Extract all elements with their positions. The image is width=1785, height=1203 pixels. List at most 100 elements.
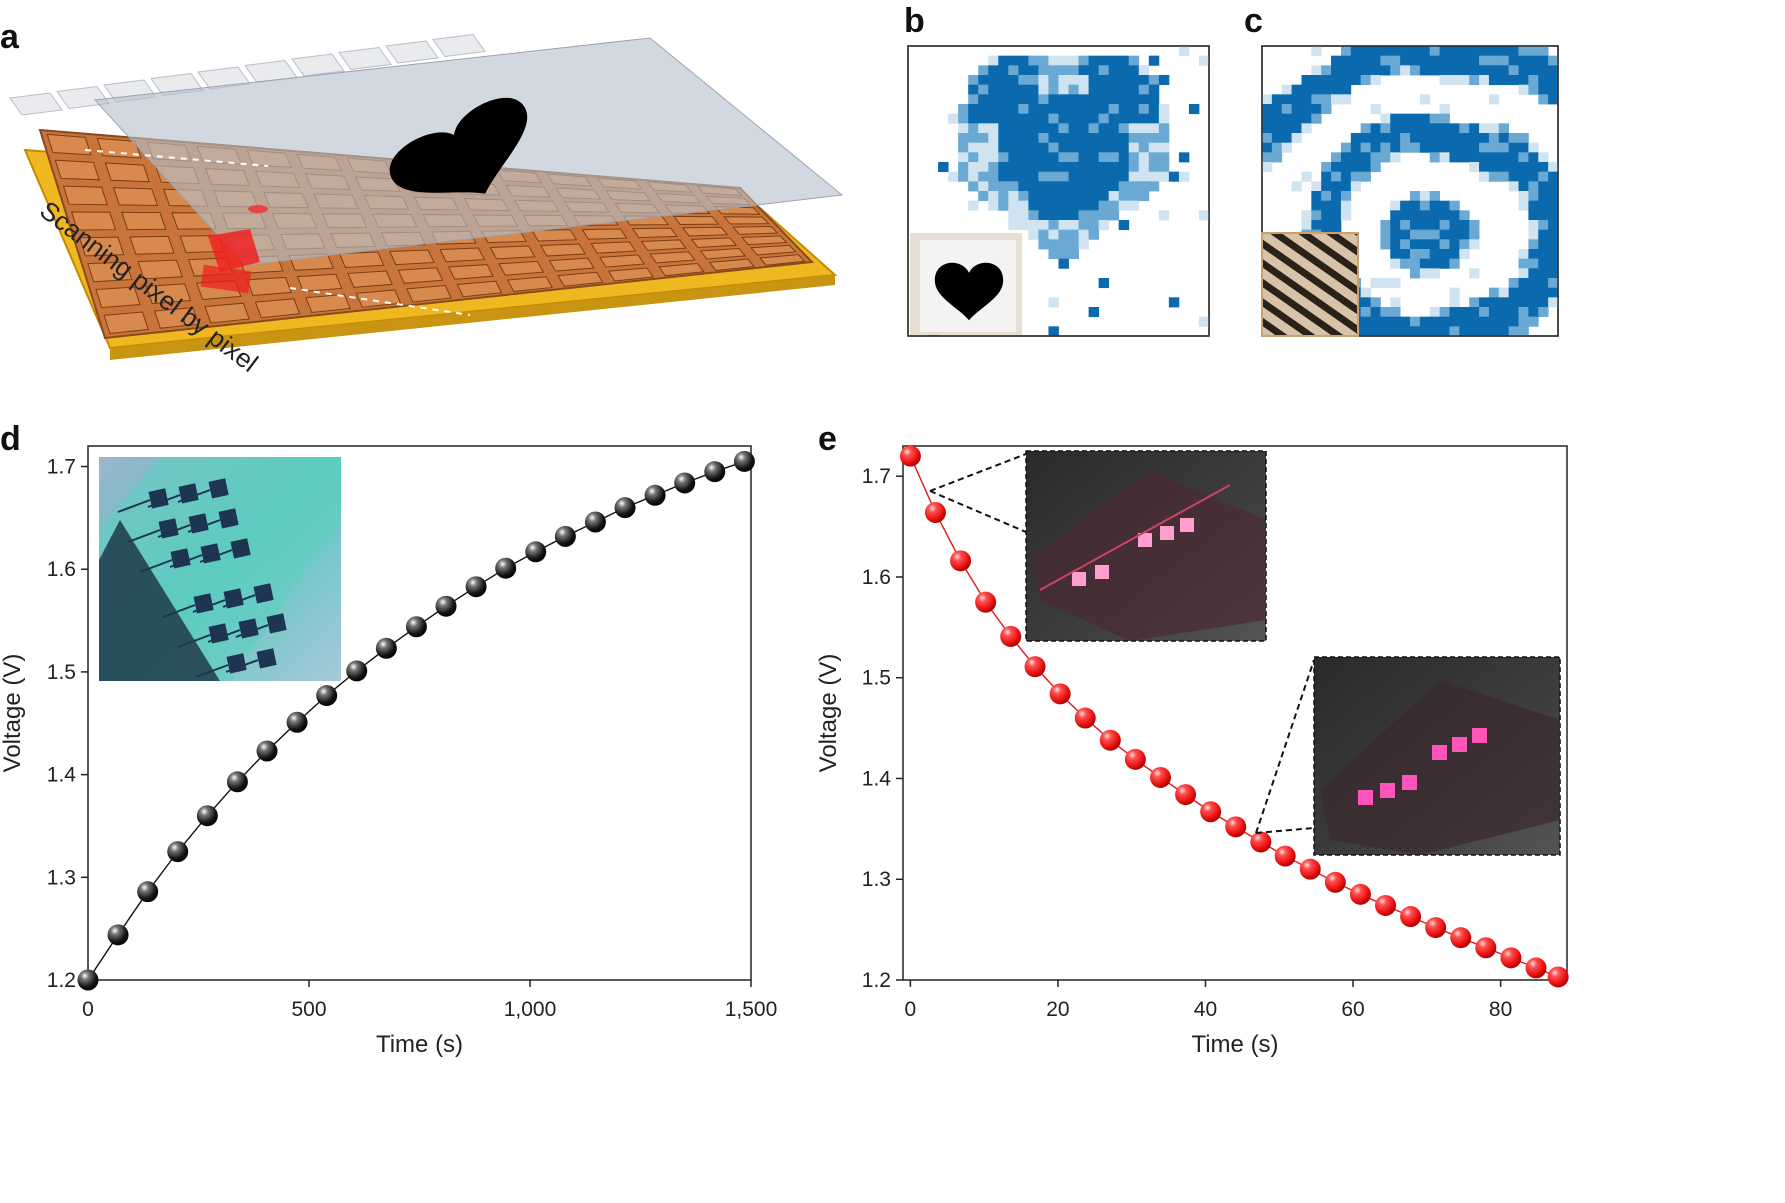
heart-map-pixel: [1068, 133, 1079, 144]
fingerprint-map-pixel: [1429, 200, 1440, 211]
fingerprint-map-pixel: [1488, 133, 1500, 144]
fingerprint-map-pixel: [1548, 181, 1559, 192]
fingerprint-map-pixel: [1469, 268, 1480, 279]
fingerprint-map-pixel: [1340, 94, 1352, 105]
data-point: [1000, 625, 1022, 647]
fingerprint-map-pixel: [1380, 326, 1391, 337]
heart-map-pixel: [1058, 113, 1069, 124]
fingerprint-map-pixel: [1429, 326, 1440, 337]
fingerprint-map-pixel: [1271, 113, 1283, 124]
data-point: [1149, 766, 1171, 788]
fingerprint-map-pixel: [1538, 55, 1549, 66]
fingerprint-map-pixel: [1439, 239, 1450, 250]
heart-map-pixel: [1078, 181, 1089, 192]
heart-map-pixel: [968, 200, 979, 211]
fingerprint-map-pixel: [1262, 104, 1273, 115]
fingerprint-map-pixel: [1439, 46, 1450, 57]
heart-map-pixel: [1078, 94, 1089, 105]
callout-line: [929, 490, 1027, 533]
heart-map-pixel: [968, 152, 979, 163]
data-point: [346, 660, 368, 682]
heart-map-pixel: [1048, 133, 1059, 144]
fingerprint-map-pixel: [1498, 152, 1510, 163]
copper-pixel: [254, 298, 301, 319]
fingerprint-map-pixel: [1469, 46, 1480, 57]
heart-map-pixel: [1138, 152, 1150, 163]
data-point: [226, 771, 248, 793]
fingerprint-map-pixel: [1429, 316, 1440, 327]
heart-map-pixel: [1038, 181, 1049, 192]
fingerprint-map-pixel: [1538, 210, 1549, 221]
heart-map-pixel: [1088, 191, 1100, 202]
led-pad: [1180, 518, 1194, 532]
copper-pixel: [723, 216, 770, 225]
copper-pixel: [506, 276, 553, 293]
fingerprint-map-pixel: [1518, 297, 1529, 308]
copper-pixel: [741, 235, 788, 246]
fingerprint-map-pixel: [1528, 268, 1539, 279]
fingerprint-map-pixel: [1479, 171, 1490, 182]
heart-map-pixel: [998, 191, 1009, 202]
fingerprint-map-pixel: [1508, 326, 1519, 337]
heart-map-pixel: [958, 142, 969, 153]
fingerprint-icon: [1261, 232, 1359, 337]
heart-map-pixel: [1128, 84, 1140, 95]
fingerprint-map-pixel: [1390, 278, 1401, 289]
heart-map-pixel: [1058, 55, 1069, 66]
heart-map-pixel: [998, 75, 1009, 86]
heart-map-pixel: [1018, 123, 1029, 134]
fingerprint-map-pixel: [1360, 162, 1371, 173]
heart-map-pixel: [1018, 200, 1029, 211]
x-tick-label: 1,500: [725, 998, 778, 1021]
copper-pixel: [204, 302, 250, 324]
heart-map-pixel: [988, 75, 999, 86]
fingerprint-map-pixel: [1370, 142, 1381, 153]
heart-map-pixel: [1068, 84, 1079, 95]
fingerprint-map-pixel: [1390, 220, 1401, 231]
heart-map-pixel: [1018, 84, 1029, 95]
heart-map-pixel: [978, 142, 989, 153]
fingerprint-map-pixel: [1400, 258, 1411, 269]
heart-map-pixel: [1038, 65, 1049, 76]
heart-map-pixel: [1148, 181, 1160, 192]
heart-map-pixel: [1088, 181, 1100, 192]
heart-map-pixel: [1038, 142, 1049, 153]
heart-map-pixel: [1028, 200, 1039, 211]
heart-map-pixel: [1038, 152, 1049, 163]
fingerprint-map-pixel: [1321, 200, 1332, 211]
y-tick-label: 1.3: [862, 868, 891, 891]
fingerprint-map-pixel: [1459, 326, 1470, 337]
heart-map-pixel: [1138, 191, 1150, 202]
fingerprint-map-pixel: [1419, 113, 1431, 124]
fingerprint-map-pixel: [1311, 200, 1322, 211]
fingerprint-map-pixel: [1390, 297, 1401, 308]
fingerprint-map-pixel: [1548, 239, 1559, 250]
fingerprint-map-pixel: [1380, 133, 1391, 144]
copper-pixel: [46, 133, 92, 156]
y-axis-label: Voltage (V): [815, 654, 842, 773]
heart-map-pixel: [1038, 113, 1049, 124]
fingerprint-map-pixel: [1390, 55, 1401, 66]
device-pad: [193, 593, 214, 614]
heart-map-pixel: [1058, 123, 1069, 134]
fingerprint-map-pixel: [1390, 200, 1401, 211]
x-tick-label: 20: [1046, 998, 1069, 1021]
fingerprint-map-pixel: [1548, 75, 1559, 86]
fingerprint-map-pixel: [1469, 75, 1480, 86]
heart-map-pixel: [1008, 94, 1019, 105]
copper-pixel: [749, 244, 797, 256]
fingerprint-map-pixel: [1291, 84, 1302, 95]
fingerprint-map-pixel: [1538, 75, 1549, 86]
fingerprint-map-pixel: [1410, 249, 1421, 260]
fingerprint-map-pixel: [1301, 75, 1312, 86]
device-pad: [188, 513, 209, 534]
fingerprint-map-pixel: [1340, 162, 1352, 173]
fingerprint-map-pixel: [1360, 46, 1371, 57]
fingerprint-map-pixel: [1518, 133, 1529, 144]
fingerprint-map-pixel: [1271, 133, 1283, 144]
heart-map-pixel: [1148, 152, 1160, 163]
fingerprint-map-pixel: [1321, 181, 1332, 192]
led-pads-1: [1039, 484, 1231, 591]
fingerprint-map-pixel: [1459, 210, 1470, 221]
fingerprint-map-pixel: [1410, 191, 1421, 202]
